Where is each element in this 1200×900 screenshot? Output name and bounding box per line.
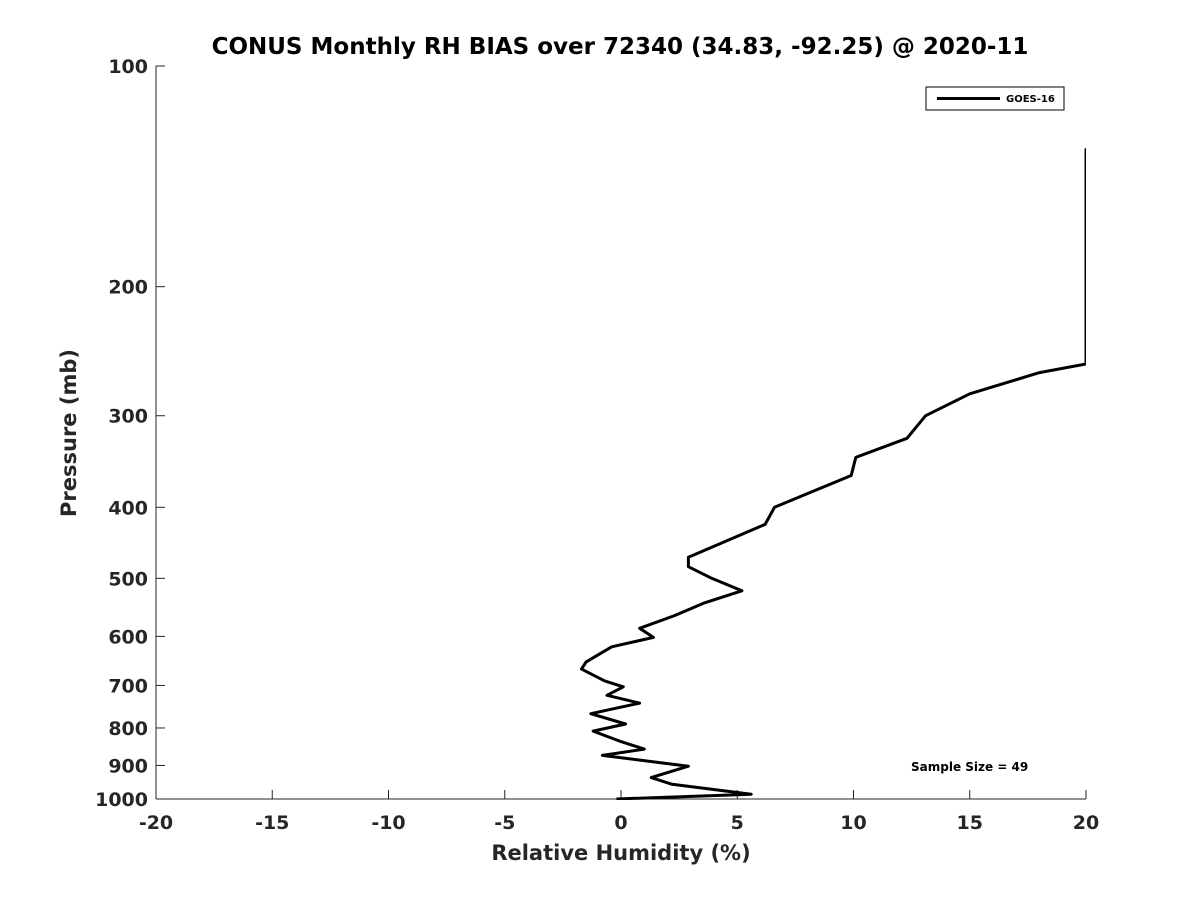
- x-axis-label: Relative Humidity (%): [491, 841, 750, 865]
- x-tick-label: -10: [371, 812, 405, 834]
- y-tick-label: 100: [108, 56, 148, 78]
- sample-size-annotation: Sample Size = 49: [911, 760, 1028, 774]
- x-tick-label: 10: [840, 812, 866, 834]
- x-tick-label: 5: [731, 812, 744, 834]
- y-tick-label: 500: [108, 568, 148, 590]
- x-axis-ticks: -20 -15 -10 -5 0 5 10 15 20: [139, 790, 1099, 834]
- y-tick-label: 700: [108, 675, 148, 697]
- y-axis-ticks: 100 200 300 400 500 600 700 800 900 1000: [95, 56, 165, 811]
- y-tick-label: 200: [108, 277, 148, 299]
- y-tick-label: 600: [108, 626, 148, 648]
- y-axis-label: Pressure (mb): [57, 349, 81, 517]
- series-line-goes16: [580, 147, 1086, 800]
- legend: GOES-16: [925, 86, 1065, 111]
- x-tick-label: -5: [494, 812, 515, 834]
- y-tick-label: 400: [108, 497, 148, 519]
- x-tick-label: 20: [1073, 812, 1099, 834]
- y-tick-label: 900: [108, 755, 148, 777]
- x-tick-label: -15: [255, 812, 289, 834]
- chart-title: CONUS Monthly RH BIAS over 72340 (34.83,…: [212, 34, 1029, 60]
- y-tick-label: 300: [108, 406, 148, 428]
- legend-label-goes16: GOES-16: [1006, 94, 1055, 105]
- y-tick-label: 1000: [95, 789, 148, 811]
- x-tick-label: 15: [957, 812, 983, 834]
- x-tick-label: -20: [139, 812, 173, 834]
- y-tick-label: 800: [108, 718, 148, 740]
- x-tick-label: 0: [614, 812, 627, 834]
